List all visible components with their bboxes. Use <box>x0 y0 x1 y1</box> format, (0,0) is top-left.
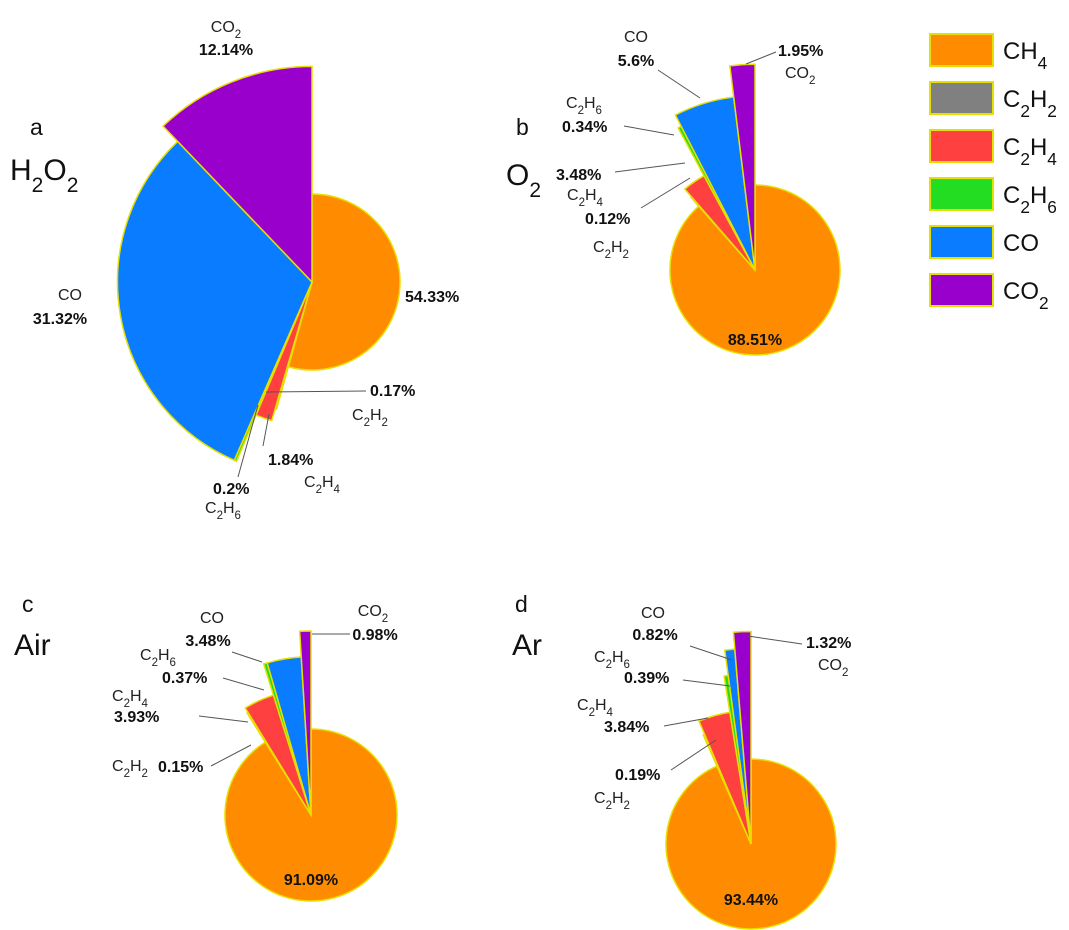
leader-line-c2h6 <box>623 125 675 136</box>
leader-line-c2h2 <box>210 744 252 767</box>
slice-value-label-c2h2: 0.17% <box>370 383 415 400</box>
legend-swatch-ch4 <box>929 33 994 67</box>
panel-letter: d <box>515 591 528 617</box>
leader-line-c2h2 <box>640 177 691 209</box>
pie-slice-co2 <box>729 63 756 271</box>
slice-value-label-c2h2: 0.19% <box>615 767 660 784</box>
pie-slice-co2 <box>161 65 313 284</box>
slice-value-label-co: 3.48% <box>185 633 230 650</box>
slice-name-label-co: CO <box>624 29 648 46</box>
panel-letter: b <box>516 114 529 140</box>
slice-name-label-c2h4: C2H4 <box>304 474 341 496</box>
slice-name-label-c2h6: C2H6 <box>594 649 630 671</box>
leader-line-c2h6 <box>237 404 259 478</box>
panel-atmosphere-label: H2O2 <box>10 154 78 197</box>
slice-value-label-c2h6: 0.39% <box>624 670 669 687</box>
slice-name-label-co2: CO2 <box>211 19 241 41</box>
panel-atmosphere-label: O2 <box>506 159 541 202</box>
leader-line-c2h4 <box>262 413 270 447</box>
slice-name-label-co: CO <box>58 287 82 304</box>
slice-name-label-co2: CO2 <box>358 603 388 625</box>
legend-label-c2h6: C2H6 <box>1003 182 1057 217</box>
slice-name-label-co2: CO2 <box>818 657 848 679</box>
legend-swatch-co2 <box>929 273 994 307</box>
slice-name-label-co2: CO2 <box>785 65 815 87</box>
pie-panel-b: b O2 88.51% C2H2 0.12% C2H4 3.48% C2H6 0.34% CO 5.… <box>506 29 841 356</box>
slice-name-label-c2h6: C2H6 <box>205 500 241 522</box>
leader-line-co2 <box>745 51 777 65</box>
slice-value-label-c2h4: 3.48% <box>556 167 601 184</box>
panel-atmosphere-label: Ar <box>512 629 542 662</box>
slice-name-label-c2h2: C2H2 <box>594 790 630 812</box>
slice-value-label-ch4: 93.44% <box>724 892 778 909</box>
leader-line-c2h2 <box>265 390 367 393</box>
slice-name-label-c2h4: C2H4 <box>577 697 614 719</box>
slice-name-label-c2h4: C2H4 <box>112 688 149 710</box>
legend-swatch-c2h4 <box>929 129 994 163</box>
slice-value-label-c2h6: 0.2% <box>213 481 249 498</box>
legend: CH4 C2H2 C2H4 C2H6 CO CO2 <box>929 33 1057 313</box>
legend-swatch-c2h6 <box>929 177 994 211</box>
slice-name-label-c2h2: C2H2 <box>593 239 629 261</box>
leader-line-c2h4 <box>198 715 249 723</box>
panel-letter: c <box>22 591 34 617</box>
slice-value-label-c2h2: 0.15% <box>158 759 203 776</box>
panel-letter: a <box>30 114 43 140</box>
slice-value-label-ch4: 54.33% <box>405 289 459 306</box>
pie-slice-ch4 <box>287 193 401 371</box>
legend-label-ch4: CH4 <box>1003 38 1048 73</box>
pie-slice-co <box>116 140 313 462</box>
leader-line-co <box>657 69 701 99</box>
slice-value-label-c2h4: 1.84% <box>268 452 313 469</box>
slice-value-label-co: 31.32% <box>33 311 87 328</box>
slice-value-label-co2: 0.98% <box>352 627 397 644</box>
legend-label-c2h4: C2H4 <box>1003 134 1057 169</box>
slice-name-label-c2h6: C2H6 <box>566 95 602 117</box>
leader-line-c2h2 <box>670 739 717 771</box>
slice-value-label-c2h6: 0.34% <box>562 119 607 136</box>
slice-value-label-co: 5.6% <box>618 53 654 70</box>
slice-value-label-co: 0.82% <box>632 627 677 644</box>
slice-value-label-c2h6: 0.37% <box>162 670 207 687</box>
legend-swatch-c2h2 <box>929 81 994 115</box>
panels: a H2O2 54.33% C2H2 0.17% C2H4 1.84% C2H6 0.2% CO 3… <box>10 19 851 930</box>
leader-line-c2h6 <box>222 677 265 691</box>
slice-value-label-ch4: 91.09% <box>284 872 338 889</box>
slice-name-label-co: CO <box>641 605 665 622</box>
pie-slice-co2 <box>732 630 752 845</box>
leader-line-co <box>231 651 263 663</box>
leader-line-c2h4 <box>614 162 686 173</box>
leader-line-c2h6 <box>682 679 731 687</box>
slice-value-label-co2: 1.32% <box>806 635 851 652</box>
slice-value-label-ch4: 88.51% <box>728 332 782 349</box>
pie-panel-a: a H2O2 54.33% C2H2 0.17% C2H4 1.84% C2H6 0.2% CO 3… <box>10 19 459 522</box>
slice-value-label-c2h4: 3.84% <box>604 719 649 736</box>
slice-name-label-co: CO <box>200 610 224 627</box>
panel-atmosphere-label: Air <box>14 629 51 662</box>
slice-value-label-c2h2: 0.12% <box>585 211 630 228</box>
slice-name-label-c2h2: C2H2 <box>112 758 148 780</box>
slice-name-label-c2h2: C2H2 <box>352 407 388 429</box>
leader-line-co <box>689 645 733 661</box>
legend-label-co: CO <box>1003 230 1039 257</box>
slice-value-label-co2: 1.95% <box>778 43 823 60</box>
slice-value-label-c2h4: 3.93% <box>114 709 159 726</box>
slice-name-label-c2h4: C2H4 <box>567 187 604 209</box>
legend-label-c2h2: C2H2 <box>1003 86 1057 121</box>
slice-value-label-co2: 12.14% <box>199 42 253 59</box>
legend-label-co2: CO2 <box>1003 278 1049 313</box>
legend-swatch-co <box>929 225 994 259</box>
slice-name-label-c2h6: C2H6 <box>140 647 176 669</box>
pie-slice-co2 <box>298 630 312 816</box>
leader-line-c2h4 <box>663 717 709 727</box>
leader-line-co2 <box>747 635 803 645</box>
